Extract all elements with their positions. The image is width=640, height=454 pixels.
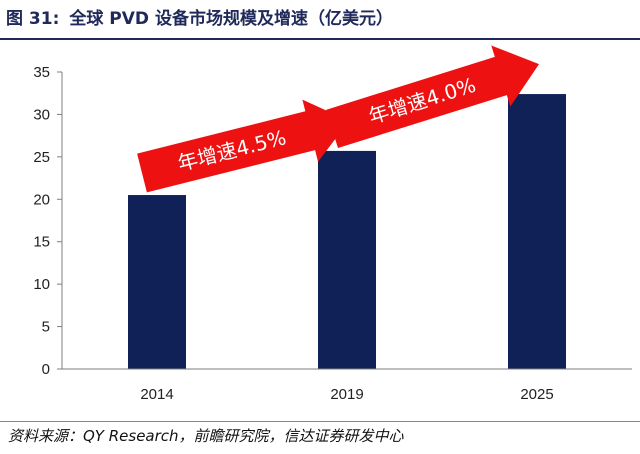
x-tick-label: 2014 — [140, 386, 173, 403]
figure-title-text: 全球 PVD 设备市场规模及增速（亿美元） — [69, 9, 393, 29]
y-tick-label: 0 — [42, 361, 50, 378]
y-axis: 0 5 10 15 20 25 30 35 — [33, 64, 63, 378]
y-tick-label: 10 — [33, 276, 50, 293]
x-axis: 2014 2019 2025 — [62, 368, 632, 403]
y-tick-label: 15 — [33, 234, 50, 251]
bar-2025 — [508, 94, 566, 369]
arrow-shape — [137, 99, 350, 193]
arrow-shape — [326, 45, 540, 149]
x-tick-label: 2019 — [330, 386, 363, 403]
figure-title: 图 31: 全球 PVD 设备市场规模及增速（亿美元） — [6, 5, 634, 33]
x-tick-label: 2025 — [520, 386, 553, 403]
y-tick-label: 20 — [33, 191, 50, 208]
bar-2014 — [128, 195, 186, 369]
bar-2019 — [318, 150, 376, 369]
source-divider — [0, 421, 640, 422]
bars — [128, 94, 566, 369]
y-tick-label: 30 — [33, 106, 50, 123]
y-tick-label: 35 — [33, 64, 50, 81]
figure-number: 图 31: — [6, 9, 60, 29]
y-tick-label: 5 — [42, 319, 50, 336]
title-divider — [0, 38, 640, 40]
source-note: 资料来源：QY Research，前瞻研究院，信达证券研发中心 — [8, 427, 404, 445]
y-tick-label: 25 — [33, 149, 50, 166]
